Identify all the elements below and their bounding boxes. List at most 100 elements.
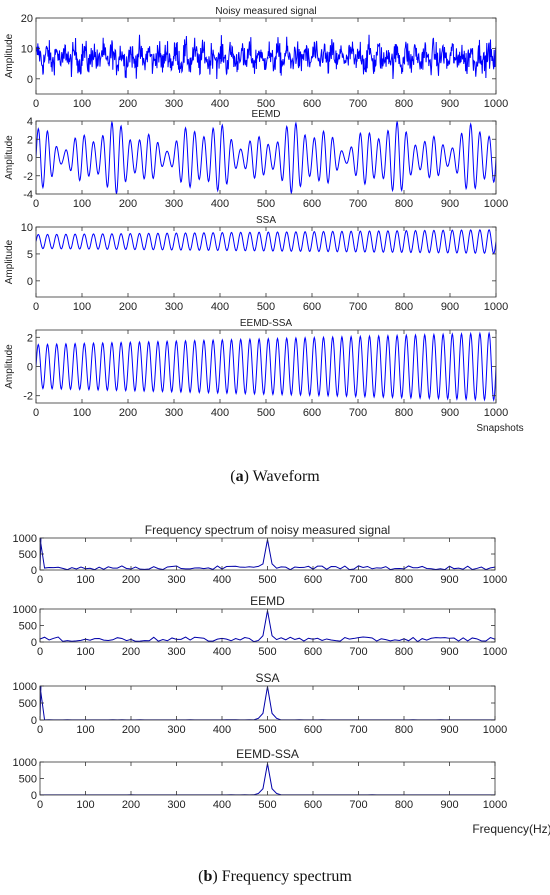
x-tick-label: 100 — [76, 799, 94, 811]
y-tick-label: 0 — [27, 153, 33, 165]
chart-panel-8: 0 100 200 300 400 500 600 700 800 900 1000 0 500 1000… — [13, 747, 550, 836]
x-tick-label: 100 — [76, 574, 94, 586]
x-tick-label: 800 — [395, 98, 413, 110]
x-tick-label: 900 — [440, 799, 458, 811]
x-tick-label: 400 — [213, 724, 231, 736]
axes-frame — [35, 226, 497, 298]
x-tick-label: 900 — [441, 198, 459, 210]
x-tick-label: 900 — [440, 646, 458, 658]
x-tick-label: 300 — [167, 574, 185, 586]
x-tick-label: 600 — [304, 724, 322, 736]
caption-frequency-spectrum: (b) Frequency spectrum — [198, 868, 352, 885]
x-tick-label: 100 — [73, 98, 91, 110]
series-line-4 — [36, 331, 496, 402]
y-tick-label: 2 — [27, 134, 33, 146]
x-tick-label: 1000 — [483, 574, 507, 586]
x-tick-label: 700 — [349, 98, 367, 110]
x-tick-label: 0 — [33, 198, 39, 210]
x-tick-label: 600 — [303, 301, 321, 313]
y-tick-label: 500 — [19, 774, 37, 786]
x-tick-label: 200 — [122, 724, 140, 736]
x-tick-label: 300 — [167, 724, 185, 736]
x-tick-label: 600 — [304, 646, 322, 658]
chart-panel-5: 0 100 200 300 400 500 600 700 800 900 1000 0 500 1000… — [13, 523, 508, 586]
y-axis-label: Amplitude — [4, 135, 15, 180]
x-tick-label: 300 — [165, 198, 183, 210]
x-tick-label: 500 — [258, 724, 276, 736]
x-tick-label: 800 — [395, 799, 413, 811]
series-line-5 — [40, 538, 495, 570]
x-tick-label: 500 — [257, 407, 275, 419]
axes-frame — [39, 685, 496, 721]
x-tick-label: 500 — [258, 799, 276, 811]
chart-panel-2: 0 100 200 300 400 500 600 700 800 900 1000 -4 -2 0 2 4 E… — [4, 109, 508, 210]
x-tick-label: 500 — [257, 198, 275, 210]
x-tick-label: 400 — [213, 574, 231, 586]
x-tick-label: 0 — [37, 574, 43, 586]
series-line-3 — [36, 228, 496, 255]
x-tick-label: 800 — [395, 407, 413, 419]
axes-frame — [39, 608, 496, 643]
x-tick-label: 1000 — [483, 646, 507, 658]
x-tick-label: 1000 — [484, 98, 508, 110]
x-tick-label: 300 — [165, 407, 183, 419]
x-axis-label: Frequency(Hz) — [472, 822, 550, 836]
axes-frame — [39, 537, 496, 571]
chart-title: SSA — [255, 671, 279, 685]
y-tick-label: 20 — [21, 13, 33, 25]
x-tick-label: 800 — [395, 198, 413, 210]
y-tick-label: 1000 — [13, 681, 37, 693]
chart-panel-6: 0 100 200 300 400 500 600 700 800 900 1000 0 500 1000… — [13, 594, 508, 658]
x-tick-label: 700 — [349, 646, 367, 658]
x-tick-label: 0 — [33, 98, 39, 110]
y-tick-label: 500 — [19, 698, 37, 710]
y-axis-label: Amplitude — [4, 33, 15, 78]
series-line-8 — [40, 763, 495, 795]
y-tick-label: 0 — [27, 74, 33, 86]
y-tick-label: 500 — [19, 621, 37, 633]
x-tick-label: 900 — [440, 724, 458, 736]
x-tick-label: 500 — [258, 646, 276, 658]
x-tick-label: 0 — [37, 799, 43, 811]
x-tick-label: 0 — [33, 407, 39, 419]
x-tick-label: 300 — [167, 799, 185, 811]
series-line-7 — [40, 686, 495, 720]
y-tick-label: 10 — [21, 222, 33, 234]
chart-panel-3: 0 100 200 300 400 500 600 700 800 900 1000 0 5 10 SSA A… — [4, 215, 508, 313]
x-tick-label: 800 — [395, 301, 413, 313]
chart-title: Noisy measured signal — [215, 6, 316, 17]
x-tick-label: 600 — [304, 574, 322, 586]
x-tick-label: 800 — [395, 574, 413, 586]
x-tick-label: 700 — [349, 301, 367, 313]
y-tick-label: 0 — [27, 362, 33, 374]
x-tick-label: 900 — [441, 301, 459, 313]
y-tick-label: 1000 — [13, 757, 37, 769]
x-tick-label: 200 — [119, 98, 137, 110]
x-tick-label: 100 — [73, 301, 91, 313]
y-tick-label: -2 — [23, 391, 33, 403]
x-tick-label: 0 — [37, 646, 43, 658]
x-tick-label: 700 — [349, 724, 367, 736]
x-tick-label: 100 — [76, 724, 94, 736]
x-tick-label: 800 — [395, 724, 413, 736]
y-tick-label: 0 — [31, 715, 37, 727]
x-tick-label: 400 — [213, 646, 231, 658]
chart-panel-4: 0 100 200 300 400 500 600 700 800 900 1000-202EEMD… — [4, 318, 524, 434]
x-tick-label: 1000 — [483, 799, 507, 811]
y-tick-label: 0 — [31, 790, 37, 802]
x-tick-label: 200 — [119, 407, 137, 419]
x-tick-label: 900 — [440, 574, 458, 586]
x-tick-label: 0 — [37, 724, 43, 736]
y-tick-label: 0 — [31, 637, 37, 649]
chart-title: Frequency spectrum of noisy measured sig… — [145, 523, 390, 537]
x-tick-label: 600 — [304, 799, 322, 811]
x-tick-label: 100 — [73, 198, 91, 210]
chart-title: EEMD — [252, 109, 281, 120]
x-tick-label: 1000 — [484, 198, 508, 210]
y-tick-label: 1000 — [13, 533, 37, 545]
axes-frame — [39, 761, 496, 796]
y-tick-label: 10 — [21, 43, 33, 55]
x-tick-label: 400 — [213, 799, 231, 811]
x-tick-label: 400 — [211, 301, 229, 313]
x-tick-label: 700 — [349, 799, 367, 811]
